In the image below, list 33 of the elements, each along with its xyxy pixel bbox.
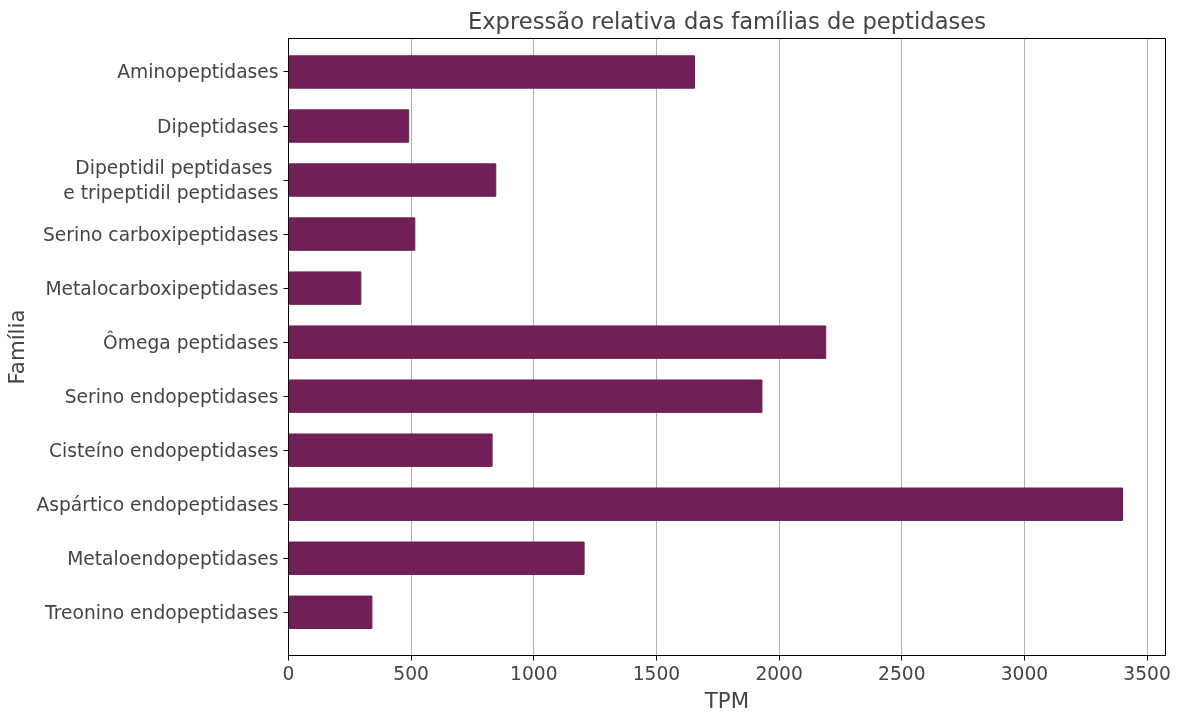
bar	[288, 163, 497, 197]
y-tick-label: Treonino endopeptidases	[44, 601, 279, 623]
bar	[288, 595, 373, 629]
y-tick-label: Cisteíno endopeptidases	[49, 439, 279, 461]
y-tick-label: Dipeptidil peptidases e tripeptidil peptidases	[63, 156, 279, 204]
x-tick-label: 2500	[878, 662, 926, 684]
y-tick-label: Aminopeptidases	[117, 61, 279, 83]
bar	[288, 109, 410, 143]
bar	[288, 541, 585, 575]
y-tick-label: Ômega peptidases	[103, 329, 279, 353]
bar	[288, 217, 416, 251]
y-tick-label: Aspártico endopeptidases	[36, 493, 279, 515]
x-tick-label: 3000	[1000, 662, 1049, 684]
bar	[288, 433, 493, 467]
bar	[288, 379, 763, 413]
chart-title: Expressão relativa das famílias de peptidases	[467, 7, 987, 34]
x-tick-label: 2000	[755, 662, 803, 684]
bar	[288, 55, 695, 89]
y-tick-label: Metalocarboxipeptidases	[45, 277, 279, 299]
y-tick-label: Metaloendopeptidases	[67, 547, 279, 569]
x-tick-label: 0	[282, 662, 295, 684]
x-tick-label: 3500	[1123, 662, 1171, 684]
x-tick-label: 1500	[632, 662, 681, 684]
bar	[288, 325, 827, 359]
x-axis-title: TPM	[703, 687, 750, 713]
y-tick-label: Serino carboxipeptidases	[43, 223, 279, 245]
bar	[288, 487, 1124, 521]
x-tick-label: 500	[393, 662, 429, 684]
y-tick-label: Dipeptidases	[157, 115, 279, 137]
bar	[288, 271, 362, 305]
x-tick-label: 1000	[510, 662, 558, 684]
y-axis-title: Família	[3, 309, 29, 385]
y-tick-label: Serino endopeptidases	[64, 385, 279, 407]
